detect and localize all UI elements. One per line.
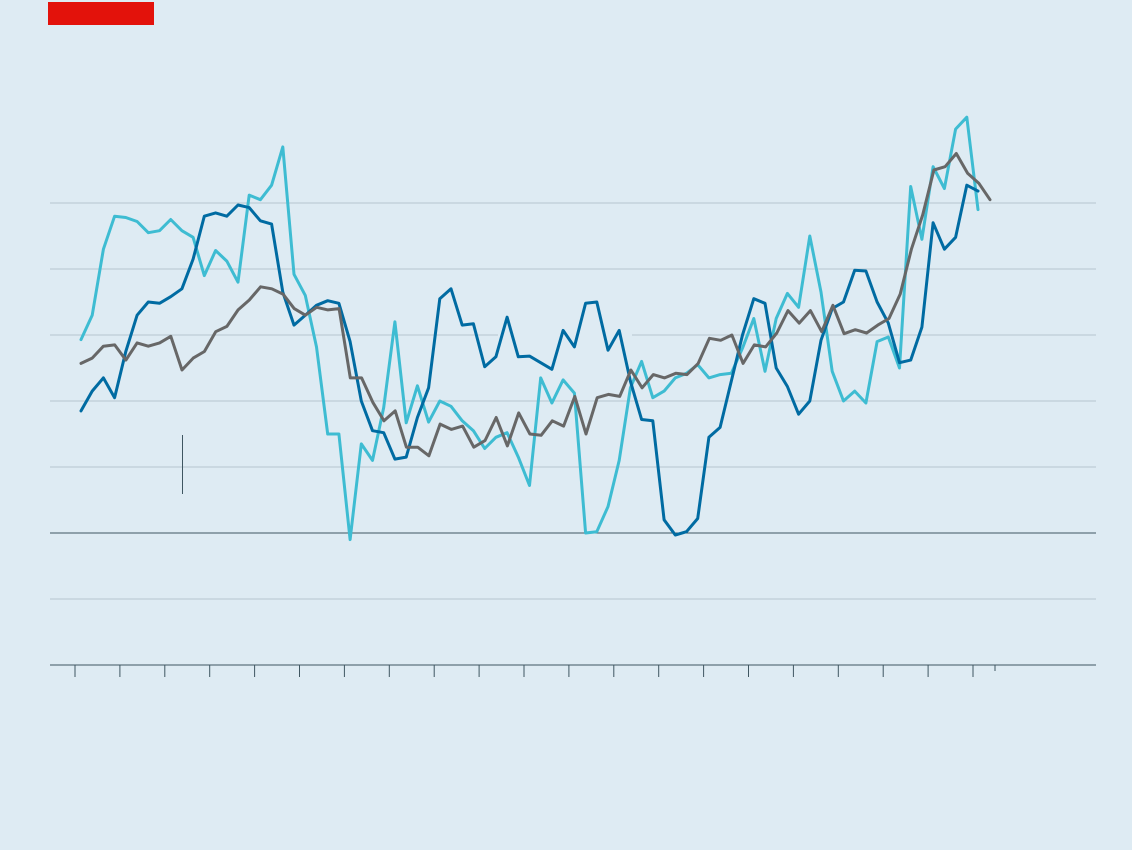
series-line-2 [79, 115, 980, 542]
series-lines [79, 115, 992, 542]
x-axis-ticks [74, 665, 996, 677]
brand-tag [48, 2, 154, 25]
series-line-3 [79, 152, 992, 458]
